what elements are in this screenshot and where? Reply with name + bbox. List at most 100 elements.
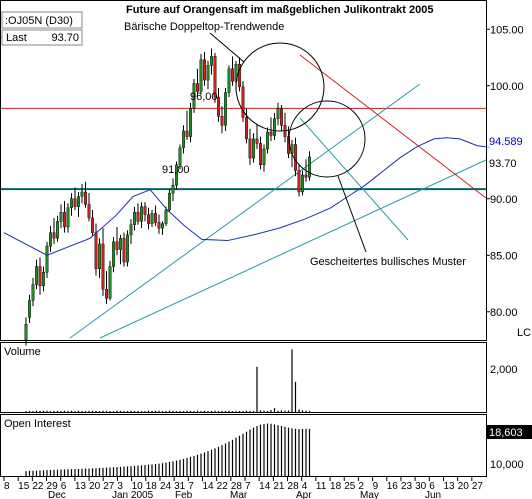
- candle-body: [49, 232, 52, 247]
- candle-body: [147, 214, 150, 224]
- x-month-label: Apr: [296, 490, 312, 499]
- x-tick-label: 22: [217, 481, 229, 492]
- candle: [255, 124, 259, 150]
- x-tick-label: 22: [32, 481, 44, 492]
- volume-layer: [25, 349, 311, 412]
- x-tick-label: 18: [330, 481, 342, 492]
- x-tick-label: 23: [401, 481, 413, 492]
- candle-body: [294, 144, 297, 171]
- candle-body: [210, 56, 213, 66]
- uptrend-line-1: [69, 83, 421, 339]
- x-tick-label: 10: [132, 481, 144, 492]
- candle: [199, 54, 203, 95]
- candle: [252, 133, 255, 163]
- candle-body: [241, 86, 245, 118]
- x-month-label: Jun: [425, 490, 441, 499]
- candle: [80, 184, 84, 204]
- candle: [178, 144, 182, 170]
- candle: [203, 51, 206, 86]
- candle: [42, 266, 45, 292]
- x-tick-label: 20: [89, 481, 101, 492]
- candle: [227, 65, 231, 98]
- candle: [150, 210, 154, 227]
- candle-body: [182, 130, 185, 149]
- x-month-label: May: [360, 490, 379, 499]
- candle: [126, 230, 129, 267]
- x-tick-label: 28: [231, 481, 243, 492]
- candle: [87, 193, 91, 222]
- candle-body: [192, 83, 196, 109]
- x-tick-label: 21: [273, 481, 285, 492]
- candle: [112, 237, 115, 273]
- x-tick-label: 18: [146, 481, 158, 492]
- candle: [143, 202, 147, 222]
- x-tick-label: 11: [316, 481, 327, 492]
- candle-body: [45, 246, 49, 273]
- open-interest-last-label: 18,603: [489, 427, 523, 439]
- candle-body: [122, 238, 126, 263]
- candle-body: [175, 164, 178, 186]
- candle: [84, 181, 87, 208]
- uptrend-line-2: [99, 159, 487, 339]
- x-tick-label: 24: [160, 481, 172, 492]
- candle-body: [266, 131, 269, 150]
- candle-body: [143, 206, 147, 215]
- candle: [189, 102, 192, 143]
- candle: [217, 88, 220, 122]
- candle: [108, 260, 112, 301]
- x-tick-label: 7: [188, 481, 194, 492]
- candle-body: [73, 198, 77, 207]
- candle: [175, 161, 178, 190]
- candle-body: [119, 238, 122, 250]
- candle-body: [231, 68, 234, 82]
- candle-body: [87, 204, 91, 219]
- candle-body: [154, 213, 157, 223]
- candle: [210, 48, 213, 75]
- channel-line: [299, 117, 409, 241]
- candle: [164, 206, 168, 226]
- candle: [168, 188, 171, 213]
- candle-body: [171, 184, 175, 194]
- candle: [224, 88, 227, 131]
- candle: [231, 56, 234, 86]
- candle: [38, 257, 42, 295]
- candle-body: [213, 56, 217, 98]
- candle-body: [94, 232, 98, 270]
- axis-layer: 80.0085.0090.0095.00100.00105.0094.58993…: [3, 24, 532, 499]
- candle-body: [24, 323, 28, 341]
- candle-body: [52, 232, 56, 239]
- symbol-box: :OJ05N (D30) Last 93.70: [1, 11, 83, 46]
- x-tick-label: 7: [245, 481, 251, 492]
- candle: [105, 271, 108, 304]
- annotation-failed-pattern: Gescheitertes bullisches Muster: [310, 256, 466, 268]
- x-tick-label: 6: [61, 481, 67, 492]
- candle-body: [80, 191, 84, 197]
- open-interest-tick-label: 10,000: [490, 459, 524, 471]
- candle: [276, 102, 280, 126]
- candle: [308, 151, 311, 181]
- candle: [262, 144, 266, 172]
- candle-body: [115, 241, 119, 250]
- candle-body: [185, 130, 189, 137]
- price-tag-bg: [487, 155, 532, 169]
- candle: [154, 205, 157, 226]
- candle: [70, 193, 73, 216]
- candle-body: [252, 138, 255, 159]
- price-tick-label: 80.00: [490, 307, 518, 319]
- candle-body: [126, 234, 129, 263]
- open-interest-layer: [25, 423, 311, 476]
- price-pane: [0, 0, 487, 341]
- candle-body: [168, 192, 171, 211]
- candle: [28, 294, 31, 324]
- x-tick-label: 28: [288, 481, 300, 492]
- candle-body: [308, 156, 311, 178]
- candle: [161, 221, 164, 235]
- price-tick-label: 105.00: [490, 24, 524, 36]
- candle: [220, 106, 224, 134]
- candle-body: [262, 148, 266, 166]
- price-tick-label: 90.00: [490, 194, 518, 206]
- candle: [245, 108, 248, 144]
- annotation-pointer-2: [337, 175, 367, 253]
- candle-body: [301, 174, 304, 193]
- candle-body: [91, 217, 94, 233]
